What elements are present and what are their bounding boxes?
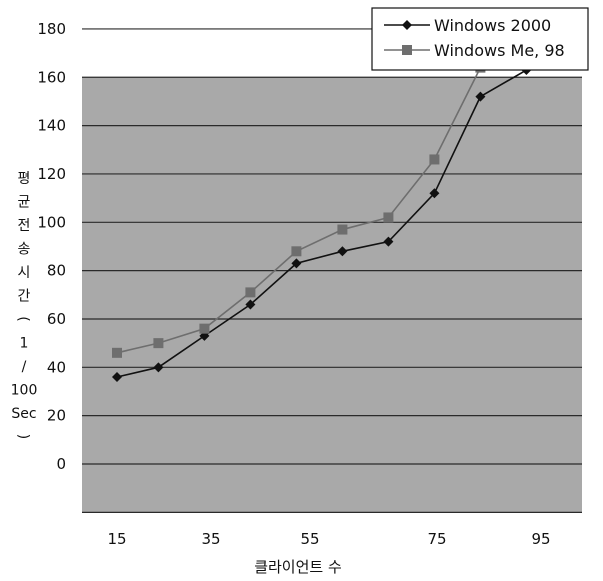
data-point [383, 236, 394, 247]
x-tick-label: 75 [427, 530, 446, 548]
y-tick-label: 0 [56, 455, 66, 473]
x-axis-ticks: 15 35 55 75 95 [107, 530, 550, 548]
y-tick-label: 80 [47, 262, 66, 280]
legend-box [371, 7, 589, 71]
y-axis-label-char: 송 [18, 242, 31, 258]
data-point [245, 299, 256, 310]
plot-area [82, 77, 582, 512]
y-tick-label: 120 [37, 165, 66, 183]
x-axis-label: 클라이언트 수 [254, 558, 342, 576]
data-point [383, 212, 394, 223]
y-axis-ticks: 0 20 40 60 80 100 120 140 160 180 [37, 20, 66, 473]
y-axis-label-char: 시 [18, 265, 31, 281]
y-axis-label-char: 100 [11, 383, 38, 399]
y-axis-label-char: ( [15, 316, 31, 321]
data-point [153, 338, 164, 349]
y-tick-label: 100 [37, 213, 66, 231]
gridlines [82, 28, 582, 513]
legend-label-series-2: Windows Me, 98 [434, 41, 565, 60]
x-tick-label: 55 [300, 530, 319, 548]
legend-label-series-1: Windows 2000 [434, 16, 551, 35]
data-point [291, 246, 302, 257]
y-tick-label: 140 [37, 117, 66, 135]
y-axis-label-char: 1 [20, 336, 29, 352]
series-group [112, 48, 532, 382]
series-line [116, 52, 527, 354]
data-point [475, 91, 486, 102]
y-axis-label-char: 평 [18, 171, 31, 187]
data-point [153, 362, 164, 373]
y-axis-label-char: 간 [18, 289, 31, 305]
x-tick-label: 35 [201, 530, 220, 548]
y-axis-label-char: ) [15, 434, 31, 439]
legend: Windows 2000 Windows Me, 98 [371, 7, 589, 71]
legend-marker-series-1 [402, 20, 412, 30]
y-tick-label: 180 [37, 20, 66, 38]
series-line [116, 69, 527, 378]
y-tick-label: 40 [47, 358, 66, 376]
y-axis-label-char: 균 [18, 195, 31, 211]
y-tick-label: 160 [37, 68, 66, 86]
data-point [199, 323, 210, 334]
x-tick-label: 95 [531, 530, 550, 548]
data-point [337, 246, 348, 257]
data-point [245, 287, 256, 298]
data-point [112, 371, 122, 382]
legend-marker-series-2 [402, 45, 412, 55]
data-point [112, 347, 122, 358]
data-point [337, 224, 348, 235]
x-tick-label: 15 [107, 530, 126, 548]
data-point [429, 154, 440, 165]
y-axis-label-char: 전 [18, 218, 31, 234]
data-point [291, 258, 302, 269]
y-tick-label: 60 [47, 310, 66, 328]
data-point [429, 188, 440, 199]
y-axis-label-char: Sec [11, 406, 36, 422]
y-tick-label: 20 [47, 407, 66, 425]
y-axis-label-char: / [22, 359, 27, 375]
